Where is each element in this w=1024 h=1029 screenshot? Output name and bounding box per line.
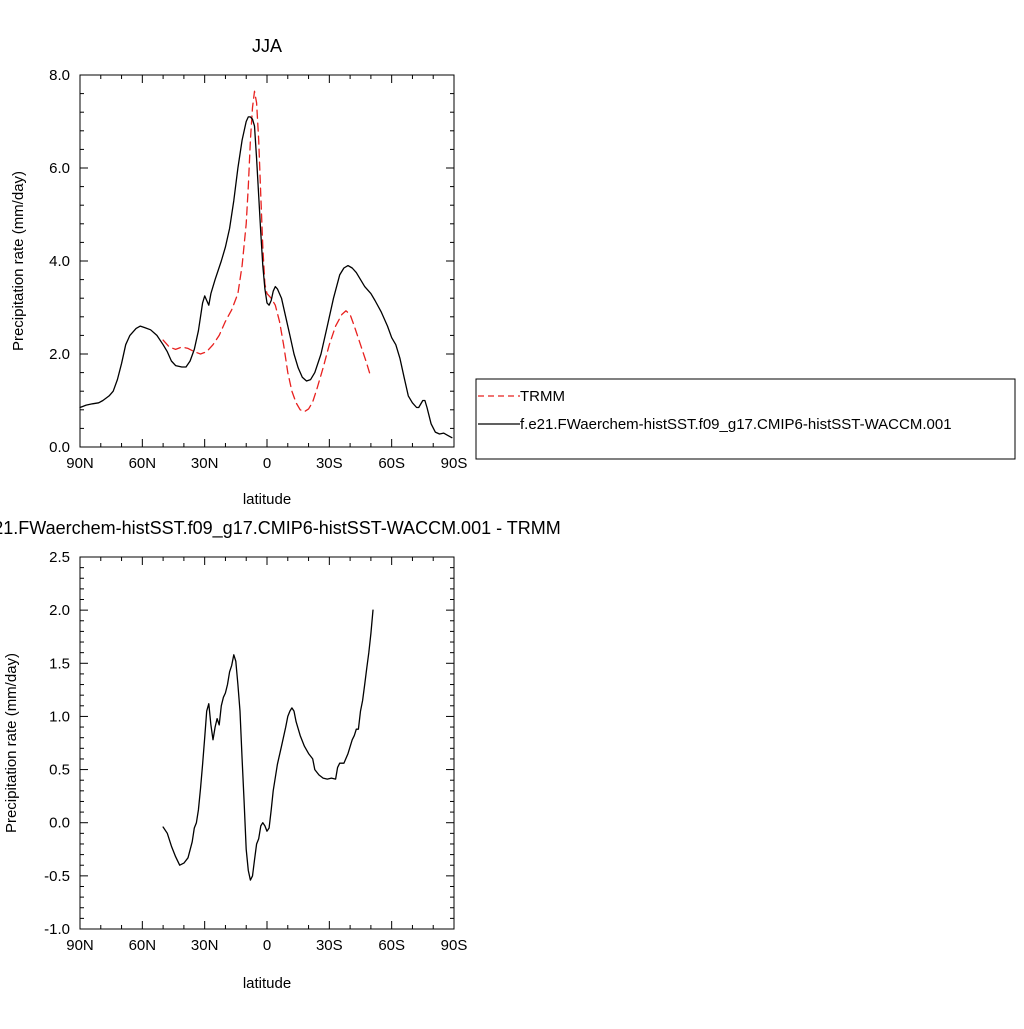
bottom-y-tick-label: 1.0 xyxy=(49,708,70,725)
bottom-x-tick-label: 0 xyxy=(263,937,271,954)
top-ticks: 90N 60N 30N 0 30S 60S 90S 0.0 2.0 4.0 6.0 8.0 xyxy=(49,67,467,472)
top-series-line-1 xyxy=(79,116,453,439)
top-y-tick-label: 4.0 xyxy=(49,253,70,270)
bottom-x-tick-label: 90N xyxy=(66,937,94,954)
bottom-x-tick-label: 30N xyxy=(191,937,219,954)
top-x-tick-label: 90N xyxy=(66,455,94,472)
top-x-tick-label: 60N xyxy=(129,455,157,472)
top-series-line-0 xyxy=(162,90,372,413)
bottom-series xyxy=(162,609,374,881)
bottom-x-tick-label: 30S xyxy=(316,937,343,954)
top-plot-frame xyxy=(79,74,455,448)
top-series xyxy=(79,90,453,439)
top-x-axis-title: latitude xyxy=(243,491,291,508)
top-x-tick-label: 0 xyxy=(263,455,271,472)
top-x-tick-label: 30N xyxy=(191,455,219,472)
bottom-x-tick-label: 90S xyxy=(441,937,468,954)
bottom-y-tick-label: 2.5 xyxy=(49,549,70,566)
bottom-panel: f.e21.FWaerchem-histSST.f09_g17.CMIP6-hi… xyxy=(0,518,561,992)
bottom-x-axis-title: latitude xyxy=(243,975,291,992)
legend: TRMM f.e21.FWaerchem-histSST.f09_g17.CMI… xyxy=(475,378,1016,460)
top-x-tick-label: 90S xyxy=(441,455,468,472)
bottom-y-tick-label: 0.5 xyxy=(49,762,70,779)
legend-label-trmm: TRMM xyxy=(520,388,565,405)
top-y-tick-label: 8.0 xyxy=(49,67,70,84)
bottom-plot-title: f.e21.FWaerchem-histSST.f09_g17.CMIP6-hi… xyxy=(0,518,561,539)
top-y-tick-label: 2.0 xyxy=(49,346,70,363)
top-x-tick-label: 30S xyxy=(316,455,343,472)
bottom-y-axis-title: Precipitation rate (mm/day) xyxy=(3,653,20,833)
bottom-y-tick-label: -1.0 xyxy=(44,921,70,938)
legend-label-model: f.e21.FWaerchem-histSST.f09_g17.CMIP6-hi… xyxy=(520,416,952,433)
bottom-x-tick-label: 60S xyxy=(378,937,405,954)
top-plot-title: JJA xyxy=(252,36,282,56)
bottom-x-tick-label: 60N xyxy=(129,937,157,954)
bottom-plot-frame xyxy=(79,556,455,930)
bottom-ticks: 90N 60N 30N 0 30S 60S 90S -1.0 -0.5 0.0 0.5 1.0 1.5 2… xyxy=(44,549,467,954)
top-x-tick-label: 60S xyxy=(378,455,405,472)
bottom-series-line-0 xyxy=(162,609,374,881)
top-y-tick-label: 6.0 xyxy=(49,160,70,177)
legend-box xyxy=(475,378,1016,460)
top-y-axis-title: Precipitation rate (mm/day) xyxy=(10,171,27,351)
bottom-y-tick-label: 0.0 xyxy=(49,815,70,832)
top-y-tick-label: 0.0 xyxy=(49,439,70,456)
top-panel: JJA 90N 60N 30N 0 30S 60S 90S 0.0 2.0 4.0 6.0 8.0 l… xyxy=(10,36,467,508)
bottom-y-tick-label: 2.0 xyxy=(49,602,70,619)
bottom-y-tick-label: -0.5 xyxy=(44,868,70,885)
bottom-y-tick-label: 1.5 xyxy=(49,655,70,672)
